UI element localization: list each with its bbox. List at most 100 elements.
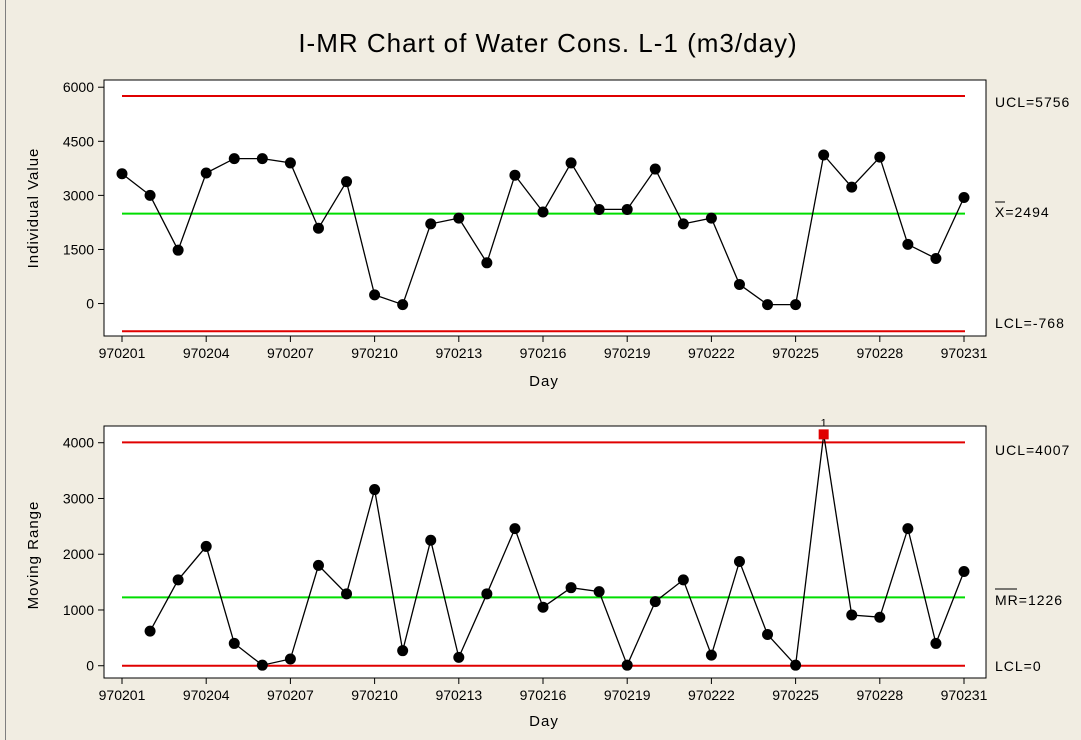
individual-x-tick-label: 970216	[520, 345, 567, 361]
moving-range-x-tick-label: 970222	[688, 687, 735, 703]
individual-data-point	[116, 168, 128, 180]
moving-range-data-point	[481, 588, 493, 600]
moving-range-out-of-control-point	[818, 429, 829, 440]
individual-x-tick-label: 970225	[772, 345, 819, 361]
moving-range-data-point	[733, 555, 745, 567]
individual-y-tick-label: 6000	[63, 79, 94, 95]
individual-data-point	[256, 153, 268, 165]
individual-value-panel: Individual Value Day UCL=5756 X=2494 LCL…	[25, 79, 1070, 390]
moving-range-data-point	[593, 586, 605, 598]
moving-range-data-point	[677, 574, 689, 586]
individual-center-label: X=2494	[995, 204, 1050, 220]
moving-range-y-tick-label: 3000	[63, 490, 94, 506]
individual-data-point	[874, 151, 886, 163]
moving-range-data-point	[621, 659, 633, 671]
moving-range-x-tick-label: 970210	[351, 687, 398, 703]
individual-data-point	[537, 206, 549, 218]
moving-range-out-of-control-flag: 1	[821, 417, 827, 429]
individual-data-point	[621, 203, 633, 215]
individual-x-tick-label: 970222	[688, 345, 735, 361]
moving-range-y-tick-label: 0	[86, 658, 94, 674]
moving-range-data-point	[762, 629, 774, 641]
moving-range-x-tick-label: 970225	[772, 687, 819, 703]
individual-data-point	[762, 299, 774, 311]
individual-data-point	[312, 222, 324, 234]
moving-range-data-point	[256, 659, 268, 671]
moving-range-x-tick-label: 970204	[183, 687, 230, 703]
moving-range-data-point	[425, 534, 437, 546]
individual-data-point	[341, 176, 353, 188]
individual-x-tick-label: 970228	[856, 345, 903, 361]
moving-range-x-tick-label: 970213	[435, 687, 482, 703]
moving-range-x-tick-label: 970216	[520, 687, 567, 703]
individual-x-tick-label: 970210	[351, 345, 398, 361]
individual-data-point	[397, 299, 409, 311]
individual-data-point	[565, 157, 577, 169]
moving-range-data-point	[284, 653, 296, 665]
individual-x-tick-label: 970219	[604, 345, 651, 361]
individual-data-point	[200, 167, 212, 179]
moving-range-data-point	[172, 574, 184, 586]
individual-data-point	[902, 238, 914, 250]
individual-data-point	[172, 244, 184, 256]
individual-data-point	[649, 163, 661, 175]
moving-range-y-axis-title: Moving Range	[25, 501, 42, 610]
moving-range-x-tick-label: 970201	[99, 687, 146, 703]
individual-data-point	[790, 299, 802, 311]
moving-range-y-tick-label: 4000	[63, 435, 94, 451]
moving-range-data-point	[565, 582, 577, 594]
moving-range-data-point	[453, 651, 465, 663]
individual-marks: 0 1500 3000 4500 6000 970201 970204 970207 97021…	[63, 79, 988, 361]
individual-x-tick-label: 970204	[183, 345, 230, 361]
moving-range-x-axis-title: Day	[529, 713, 559, 730]
individual-data-point	[930, 252, 942, 264]
moving-range-data-point	[705, 649, 717, 661]
moving-range-data-point	[874, 611, 886, 623]
individual-data-point	[453, 212, 465, 224]
moving-range-data-point	[509, 523, 521, 535]
moving-range-plot-area	[103, 425, 987, 679]
individual-x-axis-title: Day	[529, 373, 559, 390]
individual-data-point	[144, 189, 156, 201]
moving-range-center-label: MR=1226	[995, 592, 1063, 608]
individual-y-axis-title: Individual Value	[25, 148, 42, 269]
individual-data-point	[284, 157, 296, 169]
individual-data-point	[818, 149, 830, 161]
moving-range-data-point	[341, 588, 353, 600]
individual-data-point	[846, 181, 858, 193]
individual-data-point	[228, 153, 240, 165]
individual-y-tick-label: 0	[86, 296, 94, 312]
moving-range-y-tick-label: 2000	[63, 546, 94, 562]
moving-range-x-tick-label: 970207	[267, 687, 314, 703]
individual-lcl-label: LCL=-768	[995, 315, 1065, 331]
individual-data-point	[509, 169, 521, 181]
moving-range-x-tick-label: 970231	[941, 687, 988, 703]
moving-range-data-point	[537, 601, 549, 613]
moving-range-data-point	[228, 637, 240, 649]
moving-range-data-point	[958, 566, 970, 578]
individual-x-tick-label: 970213	[435, 345, 482, 361]
moving-range-panel: Moving Range Day UCL=4007 MR=1226 LCL=0 …	[25, 417, 1070, 730]
moving-range-data-point	[846, 609, 858, 621]
individual-data-point	[705, 212, 717, 224]
moving-range-x-tick-label: 970228	[856, 687, 903, 703]
individual-data-point	[369, 289, 381, 301]
moving-range-data-point	[312, 559, 324, 571]
individual-y-tick-label: 4500	[63, 133, 94, 149]
moving-range-data-point	[397, 645, 409, 657]
moving-range-x-tick-label: 970219	[604, 687, 651, 703]
moving-range-data-point	[144, 625, 156, 637]
individual-data-point	[481, 257, 493, 269]
individual-y-tick-label: 1500	[63, 241, 94, 257]
moving-range-ucl-label: UCL=4007	[995, 442, 1070, 458]
moving-range-marks: 0 1000 2000 3000 4000 970201 970204 970207 97021…	[63, 417, 988, 703]
moving-range-data-point	[369, 484, 381, 496]
individual-x-tick-label: 970201	[99, 345, 146, 361]
moving-range-data-point	[200, 540, 212, 552]
individual-ucl-label: UCL=5756	[995, 94, 1070, 110]
moving-range-lcl-label: LCL=0	[995, 658, 1042, 674]
moving-range-data-point	[790, 659, 802, 671]
individual-y-tick-label: 3000	[63, 187, 94, 203]
individual-data-point	[733, 278, 745, 290]
